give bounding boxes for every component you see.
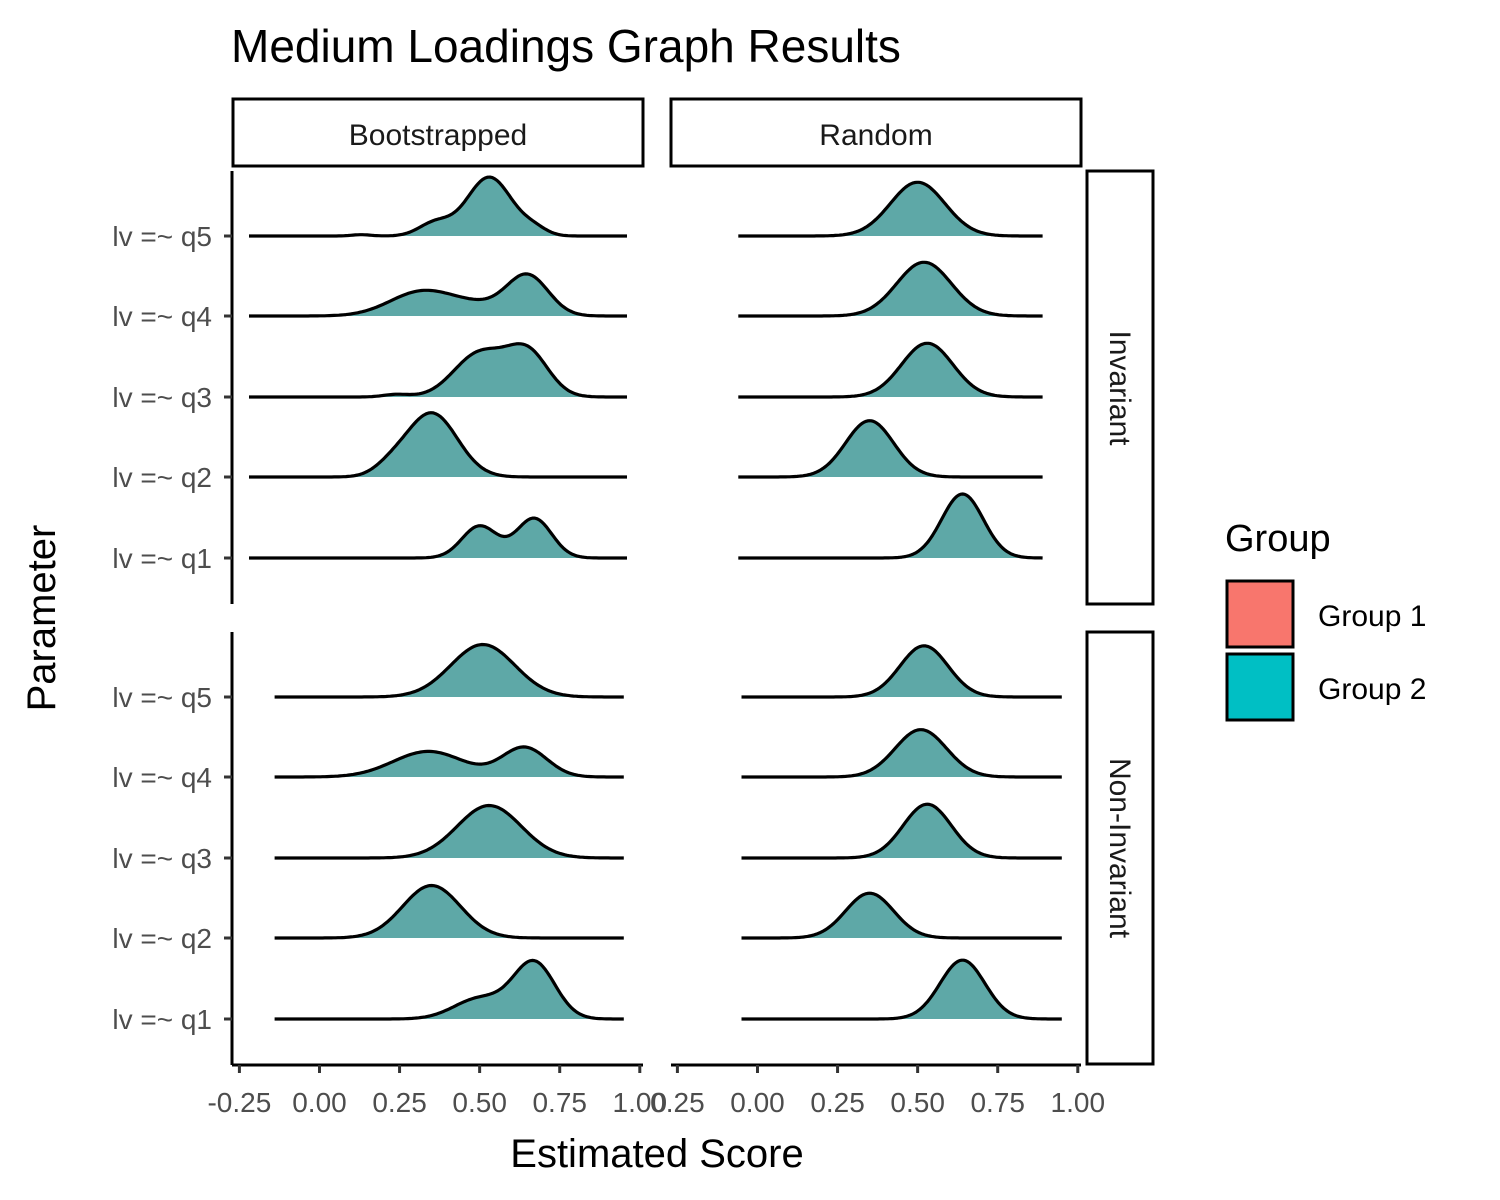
- strip-label-invariant: Invariant: [1103, 330, 1136, 446]
- strip-random: Random: [669, 97, 1083, 168]
- density-fill-lv-q4: [738, 262, 1043, 316]
- y-tick-label: lv =~ q2: [112, 923, 212, 954]
- y-tick-label: lv =~ q1: [112, 1004, 212, 1035]
- density-line-lv-q1: [738, 492, 1043, 560]
- density-fill-lv-q3: [249, 343, 627, 397]
- legend-label-group-1: Group 1: [1318, 600, 1426, 633]
- y-tick-label: lv =~ q3: [112, 382, 212, 413]
- strip-invariant: Invariant: [1085, 169, 1155, 606]
- density-fill-lv-q1: [249, 518, 627, 558]
- density-fill-lv-q5: [738, 182, 1043, 236]
- density-fill-lv-q2: [249, 412, 627, 477]
- x-tick-label: 0.50: [452, 1087, 507, 1118]
- density-line-lv-q2: [738, 419, 1043, 479]
- x-tick-label: 1.00: [1051, 1087, 1106, 1118]
- density-fill-lv-q3: [738, 343, 1043, 397]
- density-fill-lv-q2: [741, 893, 1062, 938]
- strip-non-invariant: Non-Invariant: [1085, 630, 1155, 1066]
- x-tick-label: 0.25: [650, 1087, 705, 1118]
- y-axis-title: Parameter: [20, 525, 64, 712]
- x-tick-label: 0.25: [372, 1087, 427, 1118]
- density-line-lv-q3: [738, 341, 1043, 399]
- density-fill-lv-q1: [738, 494, 1043, 558]
- panel-random-invariant: [738, 180, 1043, 560]
- density-line-lv-q3: [274, 803, 624, 860]
- x-tick-label: 0.50: [890, 1087, 945, 1118]
- chart-title: Medium Loadings Graph Results: [231, 20, 901, 72]
- panel-random-non-invariant: [741, 644, 1062, 1021]
- strip-label-non-invariant: Non-Invariant: [1103, 758, 1136, 939]
- density-line-lv-q2: [274, 883, 624, 940]
- density-fill-lv-q1: [274, 960, 624, 1019]
- y-tick-label: lv =~ q5: [112, 682, 212, 713]
- panel-bootstrapped-invariant: [249, 175, 627, 560]
- y-tick-label: lv =~ q1: [112, 543, 212, 574]
- density-fill-lv-q5: [741, 645, 1062, 697]
- x-tick-label: 0.00: [730, 1087, 785, 1118]
- legend-label-group-2: Group 2: [1318, 673, 1426, 706]
- x-axis-title: Estimated Score: [510, 1132, 803, 1176]
- y-tick-label: lv =~ q4: [112, 301, 212, 332]
- x-tick-label: 0.75: [970, 1087, 1025, 1118]
- density-line-lv-q3: [249, 342, 627, 399]
- y-tick-label: lv =~ q4: [112, 762, 212, 793]
- x-tick-label: -0.25: [207, 1087, 271, 1118]
- density-line-lv-q5: [274, 642, 624, 699]
- y-tick-label: lv =~ q5: [112, 221, 212, 252]
- density-fill-lv-q5: [274, 644, 624, 697]
- x-tick-label: 0.00: [292, 1087, 347, 1118]
- x-tick-label: 1.00: [613, 1087, 668, 1118]
- strip-label-bootstrapped: Bootstrapped: [349, 119, 527, 152]
- y-tick-label: lv =~ q2: [112, 462, 212, 493]
- axis-lines: [230, 171, 1081, 1067]
- density-line-lv-q1: [274, 958, 624, 1021]
- density-line-lv-q5: [249, 175, 627, 238]
- x-tick-label: 0.75: [532, 1087, 587, 1118]
- y-tick-label: lv =~ q3: [112, 843, 212, 874]
- strip-bootstrapped: Bootstrapped: [231, 97, 645, 168]
- density-fill-lv-q4: [741, 729, 1062, 777]
- density-line-lv-q1: [249, 516, 627, 560]
- legend-key-group-2: [1225, 652, 1295, 722]
- density-line-lv-q4: [274, 745, 624, 779]
- x-tick-label: 0.25: [810, 1087, 865, 1118]
- legend-key-group-1: [1225, 579, 1295, 649]
- density-line-lv-q1: [741, 958, 1062, 1021]
- panel-bootstrapped-non-invariant: [274, 642, 624, 1021]
- legend: Group Group 1 Group 2: [1225, 518, 1426, 722]
- density-fill-lv-q1: [741, 960, 1062, 1019]
- density-fill-lv-q4: [249, 273, 627, 316]
- density-fill-lv-q4: [274, 746, 624, 777]
- density-line-lv-q5: [738, 180, 1043, 238]
- strip-label-random: Random: [819, 119, 932, 152]
- density-line-lv-q4: [249, 272, 627, 318]
- legend-title: Group: [1225, 518, 1331, 560]
- density-line-lv-q3: [741, 802, 1062, 860]
- density-line-lv-q4: [738, 260, 1043, 318]
- density-fill-lv-q2: [738, 420, 1043, 477]
- density-line-lv-q4: [741, 728, 1062, 779]
- plot-panels: [249, 175, 1062, 1021]
- density-line-lv-q2: [741, 891, 1062, 940]
- density-line-lv-q5: [741, 644, 1062, 699]
- y-axis-ticks: lv =~ q1 lv =~ q2 lv =~ q3 lv =~ q4 lv =~ q5…: [112, 221, 232, 1035]
- density-fill-lv-q3: [741, 804, 1062, 858]
- density-fill-lv-q2: [274, 885, 624, 938]
- density-line-lv-q2: [249, 411, 627, 479]
- density-fill-lv-q3: [274, 805, 624, 858]
- x-axis-ticks: -0.25 0.00 0.25 0.50 0.75 1.000.25 0.00 0.25 0.5…: [207, 1065, 1105, 1118]
